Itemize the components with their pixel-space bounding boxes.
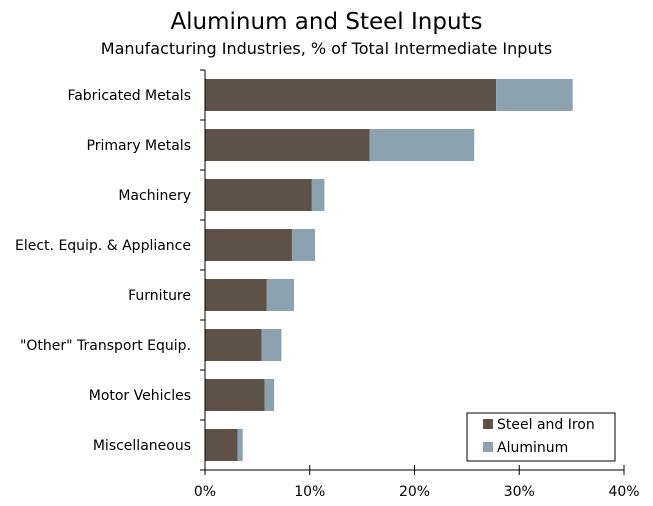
x-tick-label: 30% (504, 484, 535, 500)
bar-aluminum-4 (266, 279, 295, 311)
legend-label-aluminum: Aluminum (497, 440, 568, 456)
bar-steel-iron-3 (205, 229, 292, 261)
category-label: Elect. Equip. & Appliance (15, 238, 191, 254)
bar-aluminum-2 (311, 179, 325, 211)
legend-label-steel-iron: Steel and Iron (497, 417, 595, 433)
legend-swatch-steel-iron (483, 419, 493, 429)
bar-steel-iron-2 (205, 179, 312, 211)
chart-subtitle: Manufacturing Industries, % of Total Int… (100, 39, 553, 58)
category-label: Fabricated Metals (67, 88, 191, 104)
bar-steel-iron-4 (205, 279, 267, 311)
category-label: "Other" Transport Equip. (20, 338, 191, 354)
bar-steel-iron-7 (205, 429, 238, 461)
chart-title: Aluminum and Steel Inputs (170, 9, 483, 35)
bar-steel-iron-6 (205, 379, 265, 411)
x-tick-label: 0% (194, 484, 216, 500)
bar-steel-iron-1 (205, 129, 370, 161)
bar-aluminum-5 (261, 329, 282, 361)
bar-aluminum-0 (496, 79, 573, 111)
bar-aluminum-3 (291, 229, 315, 261)
bar-aluminum-6 (264, 379, 275, 411)
bar-steel-iron-5 (205, 329, 262, 361)
legend: Steel and Iron Aluminum (466, 412, 616, 462)
x-tick-label: 40% (608, 484, 639, 500)
bar-aluminum-1 (369, 129, 475, 161)
x-tick-label: 10% (294, 484, 325, 500)
category-label: Machinery (118, 188, 191, 204)
category-label: Primary Metals (87, 138, 192, 154)
legend-swatch-aluminum (483, 442, 493, 452)
category-label: Motor Vehicles (89, 388, 191, 404)
bar-aluminum-7 (237, 429, 243, 461)
category-label: Furniture (128, 288, 191, 304)
axes-group: 0% 10% 20% 30% 40% (194, 69, 640, 500)
bar-steel-iron-0 (205, 79, 497, 111)
x-tick-label: 20% (399, 484, 430, 500)
category-label: Miscellaneous (93, 438, 191, 454)
bars-group (205, 79, 573, 461)
category-labels: Fabricated Metals Primary Metals Machinery… (15, 88, 191, 454)
